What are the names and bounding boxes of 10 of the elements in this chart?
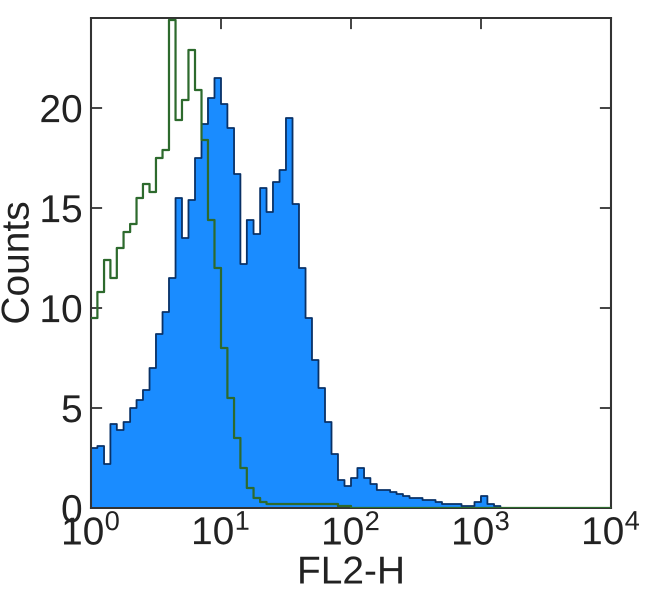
y-tick-label: 20	[41, 94, 82, 122]
y-tick-label: 15	[42, 195, 82, 222]
x-axis-title: FL2-H	[300, 556, 402, 584]
x-tick-label: 10$^{4}$	[584, 511, 640, 545]
y-tick-label: 5	[62, 395, 82, 422]
x-tick-label: 10$^{2}$	[324, 511, 378, 545]
y-tick-label: 10	[42, 294, 82, 322]
x-tick-label: 10$^{1}$	[194, 511, 248, 545]
x-tick-label: 10$^{3}$	[454, 511, 509, 545]
y-axis-title: Counts	[1, 202, 29, 323]
